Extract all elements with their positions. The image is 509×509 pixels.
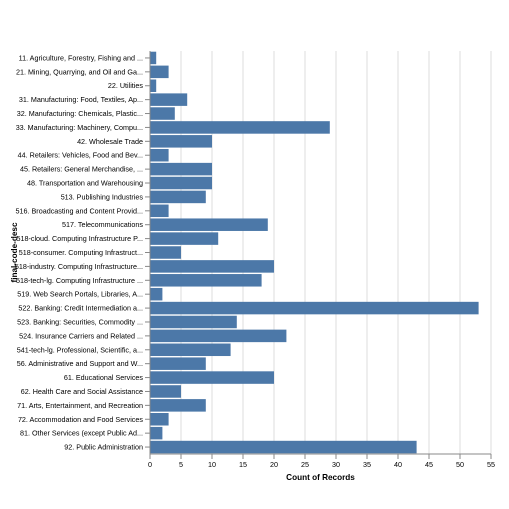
x-tick-label: 30 — [332, 460, 340, 469]
bar — [150, 315, 237, 329]
x-tick-label: 40 — [394, 460, 402, 469]
y-tick-label: 81. Other Services (except Public Ad... — [20, 429, 143, 438]
x-tick-label: 0 — [148, 460, 152, 469]
y-tick-label: 45. Retailers: General Merchandise, ... — [20, 165, 143, 174]
bar — [150, 135, 212, 148]
bar — [150, 246, 181, 259]
x-axis-title: Count of Records — [286, 473, 355, 482]
x-tick-label: 15 — [239, 460, 247, 469]
y-tick-label: 516. Broadcasting and Content Provid... — [16, 206, 143, 215]
bar — [150, 426, 163, 440]
x-axis: 0 5 10 15 20 25 30 35 40 45 50 55 — [148, 453, 495, 469]
bar — [150, 204, 169, 218]
bar — [150, 260, 274, 273]
y-tick-label: 524. Insurance Carriers and Related ... — [19, 331, 143, 340]
y-tick-label: 518-tech-lg. Computing Infrastructure ..… — [16, 276, 143, 285]
y-tick-label: 519. Web Search Portals, Libraries, A... — [17, 290, 143, 299]
bar — [150, 274, 262, 287]
bar — [150, 385, 181, 398]
bar — [150, 121, 330, 134]
y-tick-label: 518-industry. Computing Infrastructure..… — [15, 262, 143, 271]
y-tick-label: 517. Telecommunications — [62, 220, 143, 229]
bar — [150, 232, 219, 245]
y-tick-label: 56. Administrative and Support and W... — [17, 359, 143, 368]
bar — [150, 79, 157, 92]
bar — [150, 218, 268, 231]
bar — [150, 287, 163, 301]
grid-lines — [149, 51, 492, 454]
y-tick-label: 541-tech-lg. Professional, Scientific, a… — [17, 345, 143, 354]
bar — [150, 107, 175, 120]
y-tick-label: 72. Accommodation and Food Services — [18, 415, 143, 424]
y-tick-label: 61. Educational Services — [64, 373, 144, 382]
y-tick-label: 22. Utilities — [108, 81, 144, 90]
x-tick-label: 50 — [456, 460, 464, 469]
x-tick-label: 5 — [179, 460, 183, 469]
y-axis: 11. Agriculture, Forestry, Fishing and .… — [15, 51, 151, 454]
x-tick-label: 55 — [487, 460, 495, 469]
y-tick-label: 71. Arts, Entertainment, and Recreation — [17, 401, 143, 410]
y-tick-label: 32. Manufacturing: Chemicals, Plastic... — [17, 109, 143, 118]
x-tick-label: 10 — [208, 460, 216, 469]
y-tick-label: 33. Manufacturing: Machinery, Compu... — [16, 123, 143, 132]
bar — [150, 329, 287, 343]
bar — [150, 413, 169, 426]
bar — [150, 440, 417, 454]
y-tick-label: 48. Transportation and Warehousing — [27, 179, 143, 188]
bar — [150, 51, 157, 65]
x-tick-label: 20 — [270, 460, 278, 469]
bar — [150, 162, 212, 176]
bar — [150, 176, 212, 190]
y-axis-title: final-code-desc — [10, 222, 19, 283]
y-tick-label: 11. Agriculture, Forestry, Fishing and .… — [19, 53, 143, 62]
y-tick-label: 522. Banking: Credit Intermediation a... — [18, 304, 143, 313]
bar — [150, 371, 274, 384]
y-tick-label: 518-consumer. Computing Infrastruct... — [19, 248, 143, 257]
bar — [150, 343, 231, 357]
bar — [150, 301, 479, 315]
y-tick-label: 42. Wholesale Trade — [77, 137, 143, 146]
y-tick-label: 31. Manufacturing: Food, Textiles, Ap... — [19, 95, 143, 104]
y-tick-label: 513. Publishing Industries — [61, 192, 144, 201]
bar — [150, 93, 188, 106]
bar — [150, 148, 169, 162]
bar — [150, 399, 206, 412]
bar — [150, 65, 169, 79]
bar — [150, 190, 206, 204]
y-tick-label: 21. Mining, Quarrying, and Oil and Ga... — [16, 67, 143, 76]
x-tick-label: 35 — [363, 460, 371, 469]
x-tick-label: 45 — [425, 460, 433, 469]
y-tick-label: 92. Public Administration — [64, 443, 143, 452]
bar — [150, 357, 206, 370]
y-tick-label: 523. Banking: Securities, Commodity ... — [17, 317, 143, 326]
y-tick-label: 62. Health Care and Social Assistance — [21, 387, 143, 396]
bars — [150, 51, 479, 454]
x-tick-label: 25 — [301, 460, 309, 469]
y-tick-label: 518-cloud. Computing Infrastructure P... — [16, 234, 143, 243]
y-tick-label: 44. Retailers: Vehicles, Food and Bev... — [18, 151, 143, 160]
